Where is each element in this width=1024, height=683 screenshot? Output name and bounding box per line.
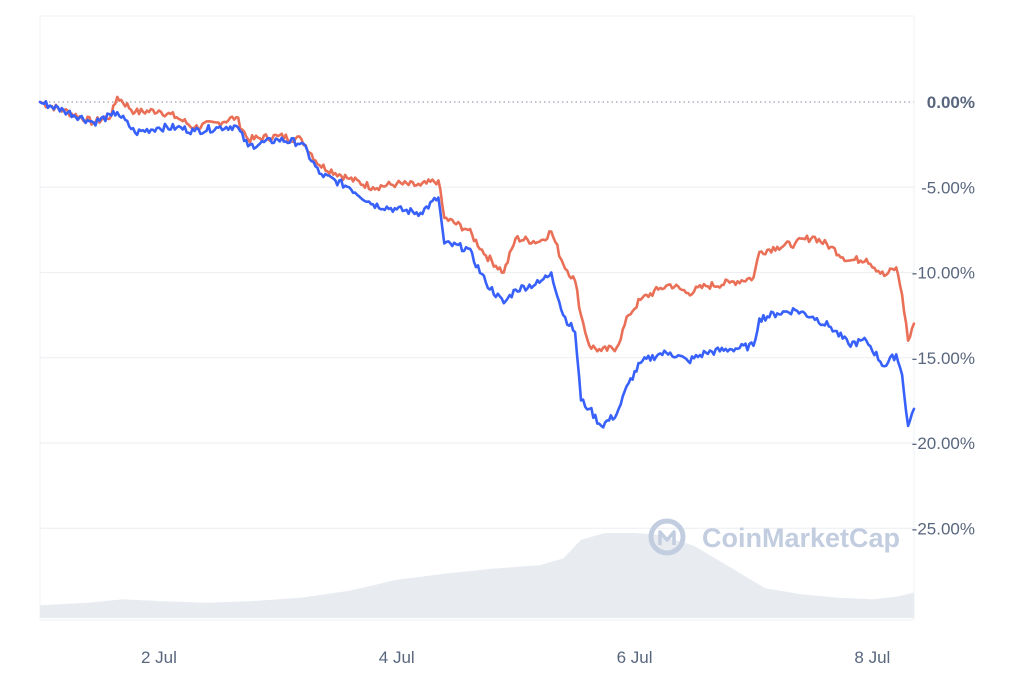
y-tick-label: -20.00% [912,434,975,453]
watermark-text: CoinMarketCap [702,523,900,553]
y-tick-label: -5.00% [921,178,975,197]
y-tick-label: 0.00% [927,93,975,112]
y-tick-label: -10.00% [912,264,975,283]
volume-area-layer [40,533,914,618]
y-axis-ticks: 0.00% -5.00% -10.00% -15.00% -20.00% -25.00% [912,93,975,538]
x-tick-label: 6 Jul [617,648,653,667]
series-lines [38,95,916,429]
coinmarketcap-watermark: CoinMarketCap [648,518,900,556]
grid-lines [40,101,914,529]
x-tick-label: 8 Jul [854,648,890,667]
y-tick-label: -15.00% [912,349,975,368]
x-tick-label: 2 Jul [141,648,177,667]
plot-frame [39,15,915,621]
series-line-1 [38,95,916,353]
volume-area [40,533,914,618]
series-line-2 [38,100,916,429]
x-axis-ticks: 2 Jul 4 Jul 6 Jul 8 Jul [141,648,890,667]
y-tick-label: -25.00% [912,519,975,538]
x-tick-label: 4 Jul [379,648,415,667]
coinmarketcap-logo-icon [648,518,686,556]
